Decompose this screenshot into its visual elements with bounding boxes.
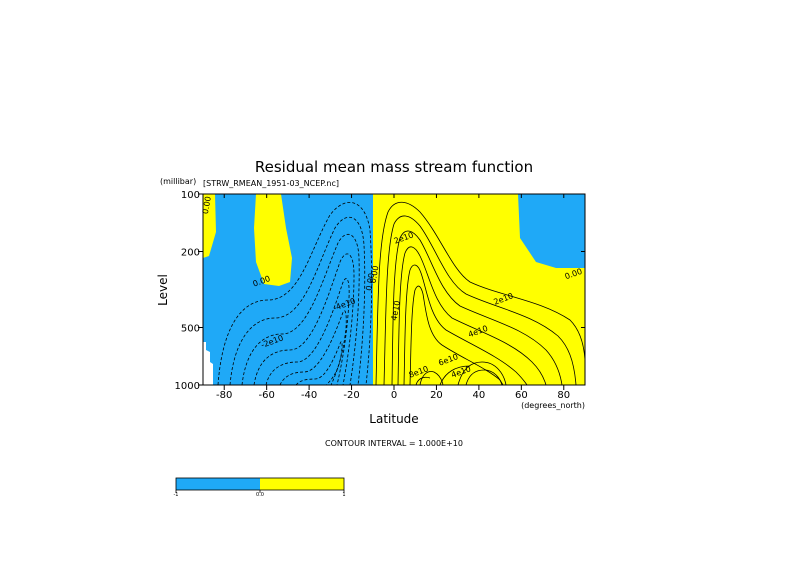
- colorbar: -1 0.0 1: [174, 477, 346, 498]
- y-units-label: (millibar): [160, 177, 196, 186]
- y-axis: 100 200 500 1000: [175, 190, 585, 392]
- y-tick-label: 100: [181, 190, 200, 201]
- colorbar-segment-positive: [260, 478, 344, 490]
- contour-interval-text: CONTOUR INTERVAL = 1.000E+10: [325, 439, 463, 448]
- colorbar-tick-label: 0.0: [256, 492, 264, 498]
- x-tick-label: -60: [258, 390, 274, 401]
- x-units-label: (degrees_north): [521, 401, 585, 410]
- negative-contours: [217, 202, 373, 385]
- positive-region-sh-column: [254, 194, 292, 286]
- x-tick-label: 60: [515, 390, 528, 401]
- chart-title: Residual mean mass stream function: [255, 158, 533, 176]
- contour-label: 0.00: [369, 265, 381, 284]
- contour-label: 4e10: [390, 300, 402, 321]
- positive-region-polar: [203, 194, 216, 258]
- x-tick-label: 80: [557, 390, 570, 401]
- contour-label: 0.00: [201, 196, 213, 215]
- chart-subtitle: [STRW_RMEAN_1951-03_NCEP.nc]: [203, 179, 339, 188]
- x-tick-label: 40: [473, 390, 486, 401]
- positive-region-nh: [373, 194, 585, 385]
- y-tick-label: 200: [181, 247, 200, 258]
- x-tick-label: 0: [391, 390, 397, 401]
- y-tick-label: 500: [181, 324, 200, 335]
- x-tick-label: -20: [343, 390, 359, 401]
- colorbar-tick-label: 1: [342, 492, 345, 498]
- y-tick-label: 1000: [175, 381, 200, 392]
- missing-data-region: [203, 342, 213, 385]
- colorbar-segment-negative: [176, 478, 260, 490]
- x-tick-label: -80: [216, 390, 232, 401]
- x-axis: -80 -60 -40 -20 0 20 40 60 80: [216, 194, 570, 401]
- positive-contours: [375, 201, 585, 385]
- colorbar-tick-label: -1: [174, 492, 179, 498]
- y-axis-label: Level: [156, 274, 170, 306]
- x-tick-label: 20: [430, 390, 443, 401]
- x-tick-label: -40: [301, 390, 317, 401]
- plot-area: [203, 194, 585, 385]
- contour-label: 0.00: [364, 272, 376, 291]
- x-axis-label: Latitude: [369, 412, 418, 426]
